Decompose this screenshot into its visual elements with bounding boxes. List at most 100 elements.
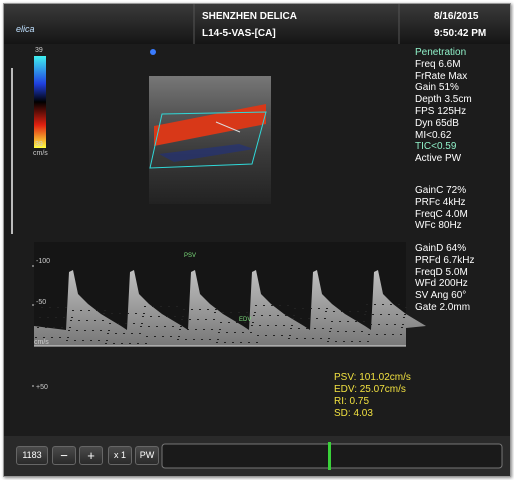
speckle — [49, 307, 51, 308]
speckle — [291, 325, 293, 326]
vessel-flow — [159, 144, 254, 162]
speckle — [203, 329, 205, 330]
speckle — [72, 310, 74, 311]
speckle — [199, 309, 201, 310]
speckle — [343, 341, 345, 342]
speckle — [47, 317, 49, 318]
speckle — [74, 340, 76, 341]
speckle — [287, 305, 289, 306]
speckle — [322, 328, 324, 329]
speckle — [119, 313, 121, 314]
parameter: GainC 72% — [415, 185, 467, 196]
speckle — [86, 320, 88, 321]
speckle — [71, 317, 73, 318]
spectrum-fill — [34, 270, 426, 346]
mode-button[interactable]: PW — [135, 446, 159, 465]
speckle — [39, 317, 41, 318]
speckle — [253, 315, 255, 316]
scale-label: -100 — [36, 258, 51, 265]
speed-button[interactable]: x 1 — [108, 446, 132, 465]
measurement: EDV: 25.07cm/s — [334, 384, 406, 395]
speckle — [386, 324, 388, 325]
speckle — [292, 318, 294, 319]
speckle — [337, 331, 339, 332]
speckle — [269, 315, 271, 316]
speckle — [401, 327, 403, 328]
color-scale-bottom: 39 — [35, 141, 43, 148]
speckle — [355, 321, 357, 322]
speckle — [300, 318, 302, 319]
speckle — [143, 313, 145, 314]
waveform — [34, 270, 426, 346]
speckle — [217, 339, 219, 340]
speckle — [108, 330, 110, 331]
speckle — [96, 310, 98, 311]
parameter: FreqC 4.0M — [415, 208, 468, 220]
speckle — [51, 337, 53, 338]
minus-button[interactable]: − — [52, 446, 76, 465]
speckle — [106, 340, 108, 341]
speckle — [193, 339, 195, 340]
speckle — [325, 311, 327, 312]
parameter: Depth 3.5cm — [415, 94, 472, 106]
speckle — [189, 319, 191, 320]
speckle — [205, 319, 207, 320]
speckle — [367, 341, 369, 342]
speckle — [113, 343, 115, 344]
speckle — [35, 337, 37, 338]
speckle — [318, 308, 320, 309]
speckle — [252, 322, 254, 323]
sample-gate — [215, 121, 241, 133]
parameter: WFc 80Hz — [415, 220, 462, 232]
speckle — [384, 334, 386, 335]
speckle — [400, 334, 402, 335]
speckle — [182, 316, 184, 317]
speckle — [298, 328, 300, 329]
measurement: SD: 4.03 — [334, 408, 373, 419]
speckle — [347, 321, 349, 322]
parameter: Active PW — [415, 153, 462, 165]
speckle — [162, 336, 164, 337]
speckle — [57, 307, 59, 308]
speckle — [201, 339, 203, 340]
parameter: Dyn 65dB — [415, 117, 459, 129]
speckle — [316, 318, 318, 319]
speckle — [376, 334, 378, 335]
speckle — [178, 336, 180, 337]
logo: elica — [16, 24, 35, 34]
parameter: FrRate Max — [415, 70, 468, 82]
plus-button[interactable]: + — [79, 446, 103, 465]
measurement: RI: 0.75 — [334, 396, 370, 407]
speckle — [158, 316, 160, 317]
speckle — [353, 331, 355, 332]
speckle — [293, 315, 295, 316]
speckle — [256, 342, 258, 343]
speckle — [135, 313, 137, 314]
speckle — [372, 314, 374, 315]
measurement: PSV: 101.02cm/s — [334, 372, 411, 383]
speckle — [59, 337, 61, 338]
speckle — [61, 327, 63, 328]
speckle — [248, 342, 250, 343]
parameter: TIC<0.59 — [415, 141, 457, 153]
speckle — [94, 320, 96, 321]
speckle — [250, 332, 252, 333]
speckle — [215, 309, 217, 310]
speckle — [242, 332, 244, 333]
cine-slider[interactable] — [161, 443, 503, 469]
speckle — [279, 305, 281, 306]
speckle — [308, 318, 310, 319]
speckle — [304, 338, 306, 339]
speckle — [109, 323, 111, 324]
speckle — [80, 310, 82, 311]
parameter: WFd 200Hz — [415, 278, 468, 290]
cine-handle[interactable] — [328, 442, 331, 470]
speckle — [107, 333, 109, 334]
speckle — [246, 312, 248, 313]
speckle — [224, 342, 226, 343]
speckle — [55, 317, 57, 318]
color-bar — [34, 56, 46, 148]
speckle — [121, 343, 123, 344]
speckle — [137, 343, 139, 344]
speckle — [170, 336, 172, 337]
